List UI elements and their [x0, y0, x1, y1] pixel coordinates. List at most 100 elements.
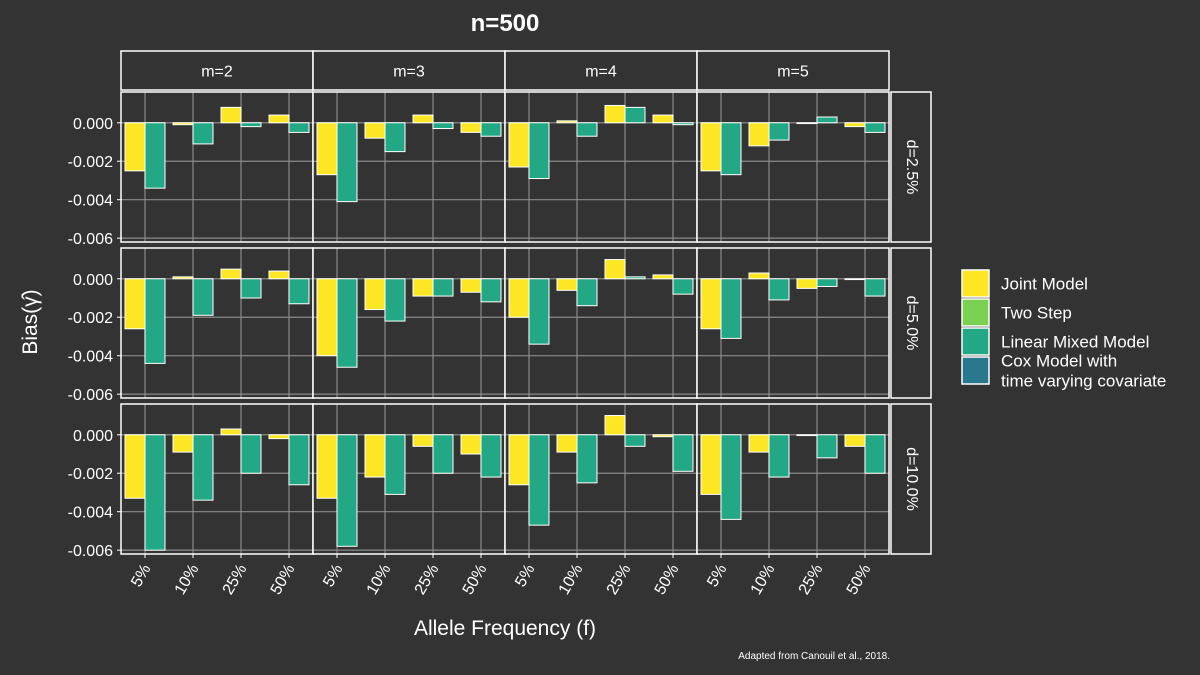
bar-linear-mixed-model — [240, 122, 262, 128]
facet-strip-col: m=3 — [312, 50, 506, 91]
bar-joint-model — [700, 122, 722, 172]
bar-linear-mixed-model — [240, 434, 262, 474]
y-tick-label: -0.002 — [68, 466, 113, 483]
bar-joint-model — [412, 114, 434, 124]
facet-col-label: m=4 — [585, 64, 617, 81]
y-tick-label: -0.002 — [68, 310, 113, 327]
bar-joint-model — [556, 278, 578, 291]
bar-linear-mixed-model — [624, 106, 646, 124]
facet-panel — [120, 403, 314, 555]
bar-linear-mixed-model — [816, 434, 838, 459]
legend: Joint Model Two Step Linear Mixed ModelCox… — [961, 269, 1166, 391]
bar-linear-mixed-model — [144, 434, 166, 551]
bar-linear-mixed-model — [864, 278, 886, 297]
facet-panel — [312, 403, 506, 555]
legend-item: Joint Model — [961, 269, 1088, 298]
bar-joint-model — [316, 278, 338, 357]
legend-label: Linear Mixed Model — [1001, 333, 1149, 352]
legend-swatch — [961, 298, 990, 327]
bar-linear-mixed-model — [528, 278, 550, 345]
legend-item: Linear Mixed Model — [961, 327, 1149, 356]
bar-linear-mixed-model — [192, 278, 214, 316]
legend-swatch — [961, 269, 990, 298]
bar-joint-model — [604, 259, 626, 280]
x-tick-label: 10% — [364, 562, 395, 598]
facet-panel — [120, 247, 314, 399]
bar-joint-model — [316, 122, 338, 176]
bar-joint-model — [316, 434, 338, 499]
bar-joint-model — [364, 434, 386, 478]
x-tick-label: 5% — [704, 562, 730, 591]
bar-joint-model — [748, 434, 770, 453]
bar-linear-mixed-model — [432, 122, 454, 130]
bar-linear-mixed-model — [336, 122, 358, 203]
facet-panel — [696, 91, 890, 243]
bar-joint-model — [124, 434, 146, 499]
bar-linear-mixed-model — [576, 434, 598, 484]
y-tick-label: 0.000 — [73, 428, 113, 445]
y-tick-label: -0.002 — [68, 154, 113, 171]
bar-joint-model — [412, 278, 434, 297]
facet-row-label: d=2.5% — [903, 140, 920, 195]
bar-linear-mixed-model — [288, 278, 310, 305]
y-axis-label: Bias(γ̂) — [19, 289, 42, 354]
bar-joint-model — [172, 122, 194, 126]
bar-linear-mixed-model — [432, 278, 454, 297]
bar-joint-model — [700, 434, 722, 495]
bar-joint-model — [700, 278, 722, 330]
bar-joint-model — [220, 268, 242, 280]
bar-joint-model — [796, 122, 818, 125]
facet-panel — [120, 91, 314, 243]
bar-joint-model — [844, 122, 866, 128]
bar-linear-mixed-model — [768, 434, 790, 478]
bar-linear-mixed-model — [816, 278, 838, 287]
facet-panel — [312, 247, 506, 399]
bar-linear-mixed-model — [240, 278, 262, 299]
y-tick-label: -0.006 — [68, 231, 113, 248]
bar-linear-mixed-model — [720, 434, 742, 520]
x-tick-label: 50% — [460, 562, 491, 598]
bar-joint-model — [412, 434, 434, 447]
bar-linear-mixed-model — [192, 434, 214, 501]
x-tick-label: 50% — [652, 562, 683, 598]
bar-linear-mixed-model — [576, 122, 598, 137]
bar-joint-model — [220, 106, 242, 124]
facet-panel — [504, 403, 698, 555]
x-tick-label: 5% — [512, 562, 538, 591]
bar-joint-model — [220, 428, 242, 436]
bar-linear-mixed-model — [336, 278, 358, 368]
legend-label: Joint Model — [1001, 275, 1088, 294]
chart-caption: Adapted from Canouil et al., 2018. — [738, 651, 890, 662]
bar-linear-mixed-model — [336, 434, 358, 547]
legend-item: Two Step — [961, 298, 1072, 327]
y-tick-label: -0.006 — [68, 543, 113, 560]
x-tick-label: 25% — [220, 562, 251, 598]
bar-joint-model — [172, 434, 194, 453]
panel-border — [696, 247, 890, 399]
x-tick-label: 25% — [604, 562, 635, 598]
x-tick-label: 25% — [412, 562, 443, 598]
facet-strip-col: m=4 — [504, 50, 698, 91]
bar-linear-mixed-model — [624, 276, 646, 280]
x-tick-label: 10% — [748, 562, 779, 598]
x-tick-label: 10% — [172, 562, 203, 598]
x-tick-label: 10% — [556, 562, 587, 598]
panel-border — [696, 403, 890, 555]
bar-linear-mixed-model — [720, 122, 742, 176]
bar-linear-mixed-model — [672, 122, 694, 126]
bar-joint-model — [364, 122, 386, 139]
bar-linear-mixed-model — [288, 122, 310, 133]
bar-linear-mixed-model — [672, 278, 694, 295]
bar-linear-mixed-model — [432, 434, 454, 474]
facet-row-label: d=5.0% — [903, 296, 920, 351]
bar-linear-mixed-model — [384, 122, 406, 153]
facet-panel — [504, 91, 698, 243]
bar-joint-model — [460, 434, 482, 455]
facet-panel — [696, 247, 890, 399]
bar-joint-model — [796, 278, 818, 289]
facet-row-label: d=10.0% — [903, 447, 920, 511]
bar-joint-model — [844, 434, 866, 447]
bar-linear-mixed-model — [528, 434, 550, 526]
bar-linear-mixed-model — [864, 434, 886, 474]
